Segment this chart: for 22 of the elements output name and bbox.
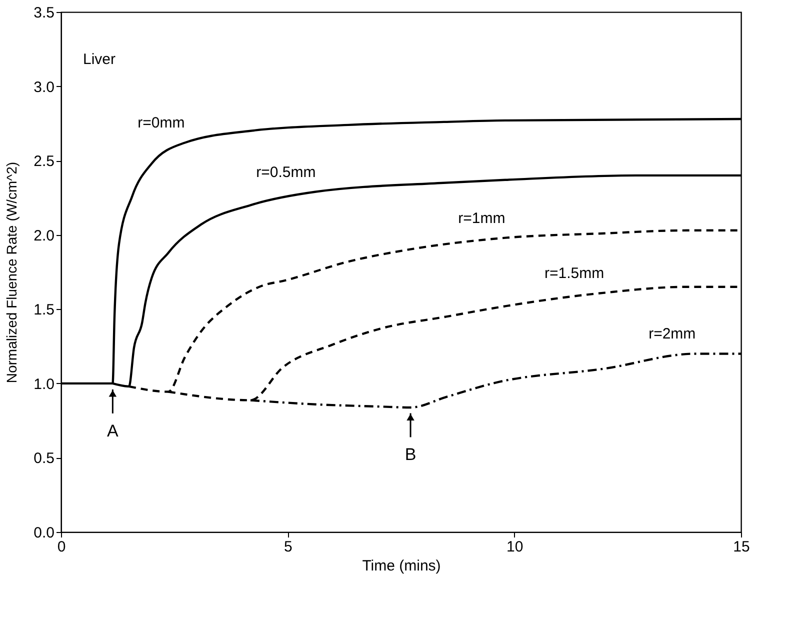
y-tick-label: 3.5 [34, 4, 54, 22]
annotation: A [107, 421, 120, 440]
y-tick-label: 1.5 [34, 302, 54, 319]
series-label: r=1.5mm [544, 264, 604, 282]
y-tick-label: 3.0 [34, 78, 54, 96]
y-tick-label: 2.5 [34, 153, 54, 170]
x-axis-title: Time (mins) [362, 558, 441, 574]
series-label: r=0.5mm [256, 164, 316, 181]
y-tick-label: 0.0 [34, 524, 54, 542]
annotation: B [404, 445, 416, 464]
x-tick-label: 0 [57, 538, 66, 556]
x-tick-label: 10 [506, 538, 524, 556]
series-label: r=2mm [648, 326, 696, 343]
x-tick-label: 15 [733, 538, 750, 556]
series-label: r=0mm [138, 114, 185, 132]
y-tick-label: 0.5 [34, 450, 54, 468]
x-tick-label: 5 [284, 538, 292, 556]
y-axis-title: Normalized Fluence Rate (W/cm^2) [4, 162, 20, 384]
annotation: Liver [83, 51, 116, 68]
y-tick-label: 1.0 [34, 376, 54, 393]
y-tick-label: 2.0 [34, 227, 54, 244]
series-label: r=1mm [458, 210, 506, 227]
